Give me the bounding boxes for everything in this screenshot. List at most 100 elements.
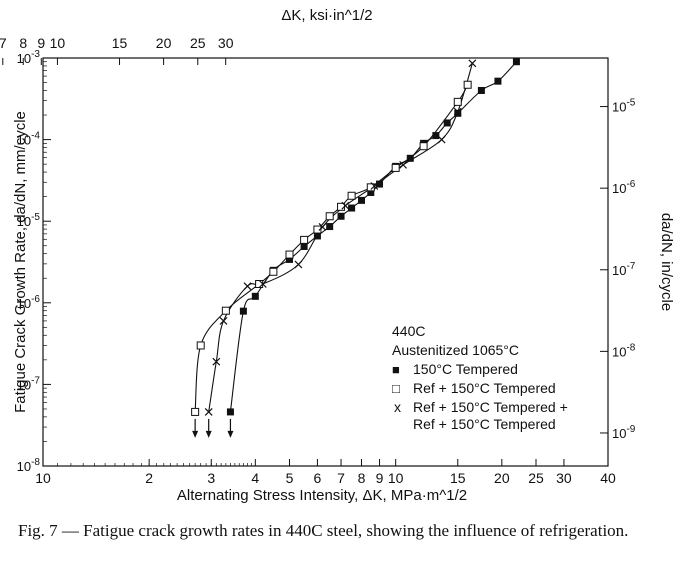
point-150c-tempered [443, 119, 451, 127]
point-ref-150c-tempered [313, 225, 322, 234]
left-tick-label: 10-3 [17, 49, 41, 66]
point-x-stroke [453, 107, 462, 116]
point-150c-tempered [226, 408, 234, 416]
legend-marker-open-square: □ [392, 381, 400, 396]
point-150c-tempered [239, 307, 247, 315]
bottom-tick-label: 6 [314, 470, 322, 486]
runout-arrows [192, 418, 234, 438]
legend-title-material: 440C [392, 323, 425, 339]
point-ref-150c-tempered [269, 267, 278, 276]
right-tick-label: 10-8 [612, 342, 636, 359]
point-x-stroke [294, 260, 303, 269]
point-150c-tempered [286, 255, 294, 263]
plot-frame [42, 57, 609, 467]
bottom-tick-label: 5 [286, 470, 294, 486]
point-double-ref [204, 407, 213, 416]
point-double-ref [294, 260, 303, 269]
series-2-curve [208, 63, 473, 412]
legend: 440C Austenitized 1065°C ■ 150°C Tempere… [392, 323, 568, 432]
point-150c-tempered [300, 242, 308, 250]
point-150c-tempered [494, 77, 502, 85]
point-double-ref [212, 357, 221, 366]
point-double-ref [318, 223, 327, 231]
point-double-ref [370, 182, 379, 190]
point-ref-150c-tempered [255, 279, 264, 288]
point-150c-tempered [337, 212, 345, 220]
point-x-stroke [399, 160, 408, 169]
point-x-stroke [204, 407, 213, 416]
right-tick-label: 10-6 [612, 179, 636, 196]
point-150c-tempered [406, 154, 414, 162]
bottom-tick-label: 4 [251, 470, 259, 486]
top-tick-label: 15 [112, 35, 128, 51]
legend-label-ref-150c-tempered: Ref + 150°C Tempered [413, 380, 556, 396]
bottom-tick-label: 10 [388, 470, 404, 486]
point-double-ref [243, 282, 252, 291]
point-x-stroke [258, 280, 267, 288]
bottom-tick-label: 2 [145, 470, 153, 486]
point-ref-150c-tempered [366, 183, 375, 192]
bottom-tick-label: 8 [358, 470, 366, 486]
top-tick-label: 20 [156, 35, 172, 51]
point-ref-150c-tempered [221, 306, 230, 315]
point-ref-150c-tempered [453, 97, 462, 106]
point-double-ref [219, 316, 228, 325]
point-x-stroke [437, 135, 446, 144]
point-ref-150c-tempered [419, 142, 428, 151]
point-x-stroke [318, 223, 327, 231]
legend-label-double-ref: Ref + 150°C Tempered + Ref + 150°C Temper… [413, 399, 568, 432]
data-points [191, 58, 520, 416]
top-axis-label: ΔK, ksi·in^1/2 [281, 7, 372, 24]
series-0-curve [229, 61, 517, 412]
point-ref-150c-tempered [463, 80, 472, 89]
bottom-axis-label: Alternating Stress Intensity, ΔK, MPa·m^… [177, 487, 467, 504]
point-150c-tempered [326, 223, 334, 231]
top-tick-label: 10 [50, 35, 66, 51]
bottom-tick-label: 40 [600, 470, 616, 486]
arrow-head [205, 430, 212, 438]
legend-marker-filled-square: ■ [392, 362, 400, 377]
point-150c-tempered [454, 109, 462, 117]
point-double-ref [341, 201, 350, 210]
point-x-stroke [468, 59, 477, 68]
right-tick-label: 10-7 [612, 261, 636, 278]
bottom-tick-label: 30 [556, 470, 572, 486]
point-150c-tempered [357, 196, 365, 204]
right-tick-label: 10-9 [612, 424, 636, 441]
top-tick-label: 9 [37, 35, 45, 51]
point-ref-150c-tempered [347, 191, 356, 200]
point-150c-tempered [512, 58, 520, 66]
bottom-tick-label: 20 [494, 470, 510, 486]
point-150c-tempered [376, 180, 384, 188]
left-axis-label: Fatigue Crack Growth Rate, da/dN, mm/cyc… [12, 111, 29, 413]
bottom-tick-label: 3 [207, 470, 215, 486]
arrow-head [192, 430, 199, 438]
runout-arrow-1 [192, 418, 199, 438]
point-ref-150c-tempered [285, 250, 294, 259]
point-double-ref [453, 107, 462, 116]
runout-arrow-0 [227, 418, 234, 438]
point-x-stroke [370, 182, 379, 190]
arrow-head [227, 430, 234, 438]
point-150c-tempered [348, 204, 356, 212]
point-ref-150c-tempered [196, 341, 205, 350]
point-x-stroke [219, 316, 228, 325]
point-double-ref [468, 59, 477, 68]
figure-caption: Fig. 7 — Fatigue crack growth rates in 4… [18, 521, 629, 540]
bottom-tick-label: 10 [35, 470, 51, 486]
right-axis-label: da/dN, in/cycle [658, 213, 675, 311]
point-ref-150c-tempered [325, 212, 334, 221]
point-double-ref [399, 160, 408, 169]
point-x-stroke [243, 282, 252, 291]
top-tick-label: 8 [19, 35, 27, 51]
runout-arrow-2 [205, 418, 212, 438]
bottom-tick-label: 25 [528, 470, 544, 486]
point-150c-tempered [432, 132, 440, 140]
right-tick-label: 10-5 [612, 98, 636, 115]
point-ref-150c-tempered [391, 163, 400, 172]
axis-ticks [2, 57, 609, 467]
point-150c-tempered [313, 232, 321, 240]
bottom-tick-label: 9 [376, 470, 384, 486]
point-ref-150c-tempered [191, 407, 200, 416]
bottom-tick-label: 15 [450, 470, 466, 486]
